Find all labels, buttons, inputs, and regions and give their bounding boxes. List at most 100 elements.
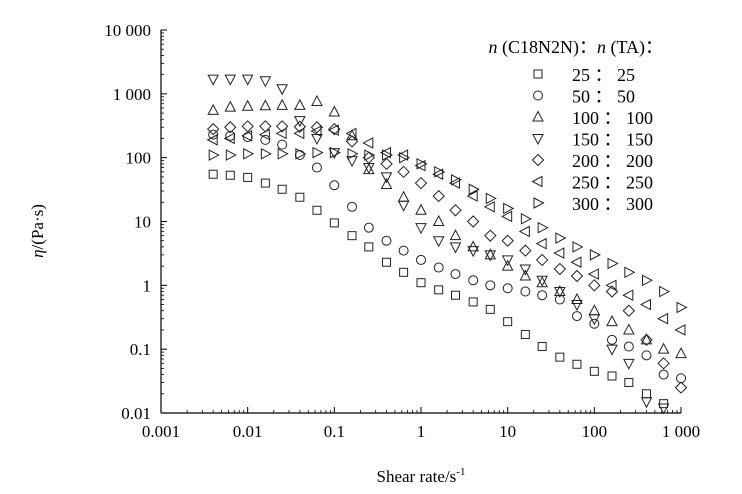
data-point [658, 369, 669, 380]
data-point [345, 127, 357, 140]
series-7 [208, 146, 688, 314]
data-point [260, 147, 272, 160]
data-point [624, 266, 636, 279]
data-point [397, 165, 410, 179]
data-point [399, 151, 411, 164]
data-point [502, 283, 513, 294]
data-point [468, 275, 479, 286]
data-point [397, 190, 410, 202]
legend-item: 100 ： 100 [532, 108, 653, 128]
data-point [379, 146, 392, 159]
data-point [432, 214, 445, 226]
data-point [277, 139, 288, 150]
legend-title-tail: (TA) [606, 37, 645, 58]
data-points [206, 74, 688, 415]
data-point [570, 256, 582, 269]
data-point [277, 147, 289, 160]
data-point [657, 357, 670, 370]
x-axis-label: Shear rate/s-1 [377, 466, 466, 486]
data-point [554, 284, 566, 297]
data-point [588, 279, 601, 292]
data-point [571, 292, 583, 304]
legend-marker [532, 134, 544, 146]
data-point [607, 371, 617, 381]
data-point [241, 120, 254, 133]
data-point [466, 215, 480, 228]
data-point [450, 290, 460, 300]
data-point [520, 329, 530, 339]
y-tick-label: 100 [126, 149, 152, 168]
data-point [225, 149, 237, 161]
data-point [622, 323, 635, 335]
data-point [241, 74, 254, 86]
data-point [225, 170, 235, 180]
data-point [642, 389, 652, 399]
data-point [329, 146, 341, 159]
data-point [433, 262, 444, 273]
data-point [555, 352, 565, 362]
x-tick-label: 100 [582, 422, 608, 441]
data-point [276, 84, 288, 96]
data-point [607, 334, 618, 345]
y-axis: 0.01 0.1 1 10 100 1 000 10 000 [104, 21, 167, 423]
data-point [555, 232, 567, 244]
legend-title-end: ： [645, 37, 663, 57]
data-point [553, 262, 567, 276]
data-point [293, 127, 305, 140]
data-point [607, 257, 619, 270]
legend-item: 300 ： 300 [533, 194, 653, 214]
data-point [640, 333, 653, 347]
data-point [674, 324, 686, 336]
data-point [241, 129, 253, 142]
legend-title-n2: n [597, 37, 606, 57]
data-point [329, 218, 339, 228]
data-point [450, 269, 461, 280]
data-point [537, 290, 548, 301]
data-point [588, 304, 601, 316]
data-point [657, 312, 669, 325]
data-point [674, 381, 688, 394]
data-point [640, 397, 653, 409]
data-point [258, 128, 270, 141]
data-point [363, 222, 374, 233]
data-point [642, 274, 654, 287]
legend-label: 25 ： 25 [572, 65, 635, 85]
data-point [243, 172, 253, 182]
x-axis: 0.001 0.01 0.1 1 10 100 1 000 [142, 407, 700, 441]
data-point [398, 245, 409, 256]
data-point [260, 178, 270, 188]
data-point [570, 269, 584, 283]
legend-title-mid: (C18N2N) [497, 37, 579, 58]
legend-item: 150 ： 150 [532, 130, 653, 150]
data-point [606, 315, 618, 327]
x-tick-label: 1 000 [662, 422, 700, 441]
data-point [224, 74, 237, 86]
data-point [414, 176, 428, 190]
data-point [518, 225, 530, 238]
data-point [434, 285, 444, 295]
data-point [468, 297, 478, 307]
data-point [206, 122, 220, 136]
data-point [676, 301, 688, 314]
data-point [382, 257, 392, 267]
data-point [329, 180, 340, 191]
data-point [535, 253, 549, 267]
legend-label: 200 ： 200 [572, 151, 653, 171]
legend-title-n1: n [488, 37, 497, 57]
data-point [484, 229, 497, 242]
data-point [277, 184, 287, 194]
data-point [364, 242, 374, 252]
data-point [434, 165, 446, 178]
data-point [501, 210, 513, 223]
data-point [347, 147, 359, 160]
legend-item: 200 ： 200 [531, 151, 653, 171]
series-4 [207, 74, 670, 415]
series-1 [208, 169, 669, 409]
data-point [484, 248, 497, 260]
data-point [311, 162, 322, 173]
y-axis-label-symbol: η [28, 249, 47, 257]
data-point [622, 289, 634, 302]
data-point [503, 317, 513, 327]
